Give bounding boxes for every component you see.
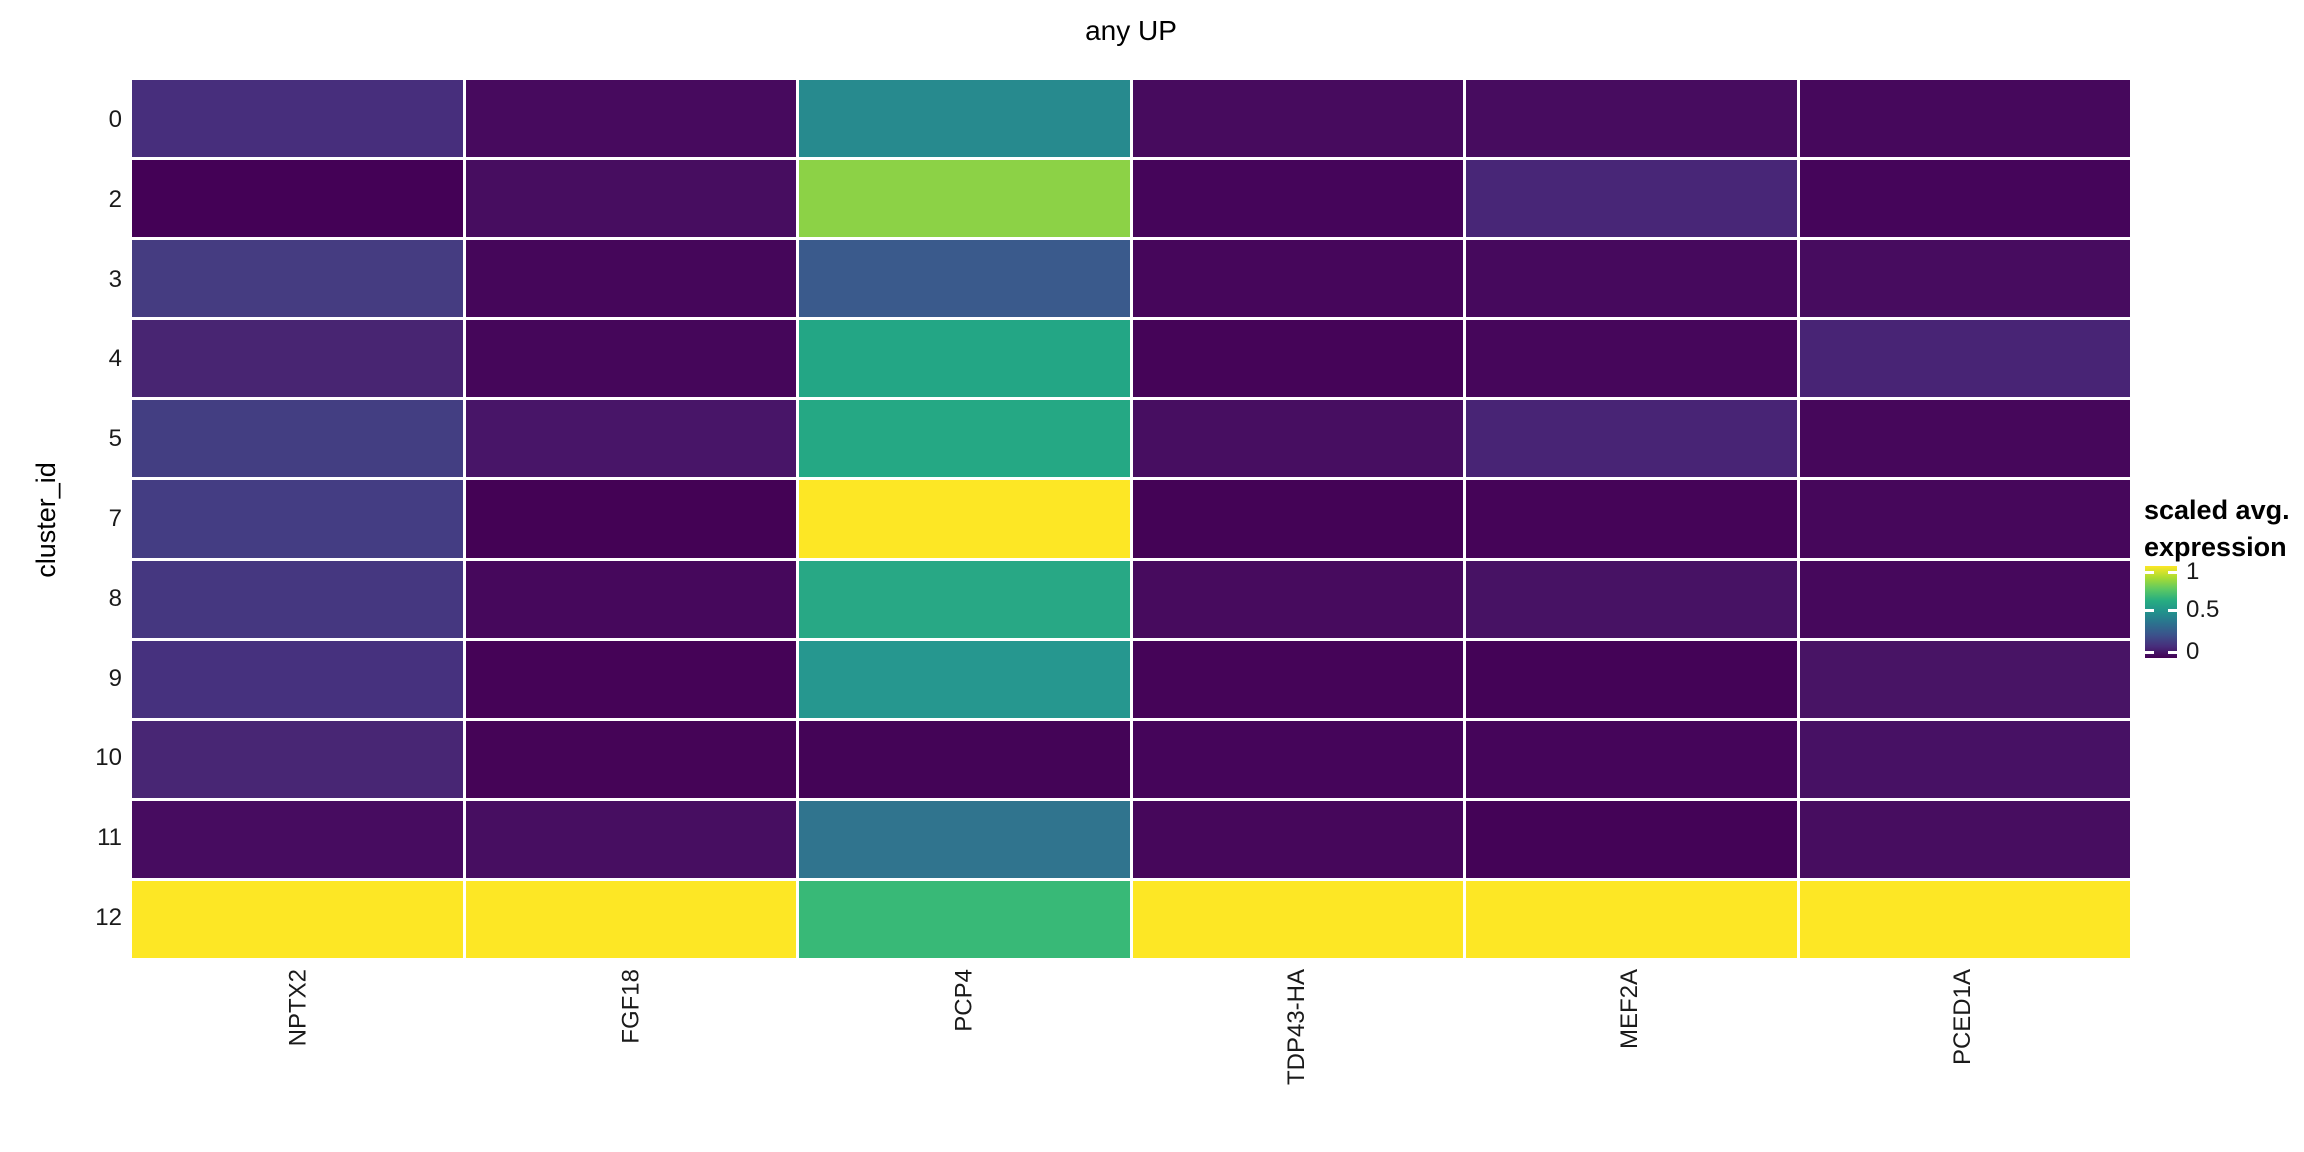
heatmap-cell-r3-PCED1A — [1799, 240, 2130, 318]
heatmap-cell-r5-MEF2A — [1466, 400, 1797, 478]
heatmap-cell-r4-FGF18 — [465, 320, 796, 398]
legend-colorbar — [2145, 566, 2177, 658]
heatmap-cell-r5-FGF18 — [465, 400, 796, 478]
heatmap-cell-r12-MEF2A — [1466, 880, 1797, 958]
heatmap-cell-r0-FGF18 — [465, 80, 796, 158]
heatmap-cell-r7-PCP4 — [799, 480, 1130, 558]
heatmap-cell-r4-MEF2A — [1466, 320, 1797, 398]
heatmap-cell-r9-FGF18 — [465, 640, 796, 718]
colorbar-tick-label-0.5: 0.5 — [2186, 596, 2220, 623]
y-tick-label-5: 5 — [108, 425, 122, 453]
heatmap-cell-r0-TDP43-HA — [1132, 80, 1463, 158]
heatmap-cell-r11-FGF18 — [465, 800, 796, 878]
heatmap-cell-r4-PCP4 — [799, 320, 1130, 398]
heatmap-cell-r0-PCP4 — [799, 80, 1130, 158]
heatmap-cell-r2-FGF18 — [465, 160, 796, 238]
y-tick-label-12: 12 — [95, 904, 122, 932]
heatmap-cell-r12-NPTX2 — [132, 880, 463, 958]
heatmap-cell-r10-FGF18 — [465, 720, 796, 798]
x-tick-label-TDP43-HA: TDP43-HA — [1283, 969, 1311, 1086]
heatmap-cell-r7-TDP43-HA — [1132, 480, 1463, 558]
heatmap-cell-r12-FGF18 — [465, 880, 796, 958]
heatmap-cell-r2-NPTX2 — [132, 160, 463, 238]
heatmap-cell-r10-NPTX2 — [132, 720, 463, 798]
heatmap-cell-r11-NPTX2 — [132, 800, 463, 878]
heatmap-cell-r2-PCP4 — [799, 160, 1130, 238]
heatmap-cell-r9-TDP43-HA — [1132, 640, 1463, 718]
y-tick-label-9: 9 — [108, 664, 122, 692]
heatmap-cell-r8-PCP4 — [799, 560, 1130, 638]
colorbar-tick-0-left — [2145, 651, 2154, 654]
heatmap-cell-r3-MEF2A — [1466, 240, 1797, 318]
plot-title: any UP — [1085, 15, 1177, 46]
colorbar-tick-1-left — [2145, 571, 2154, 574]
heatmap-cell-r0-PCED1A — [1799, 80, 2130, 158]
heatmap-cell-r2-TDP43-HA — [1132, 160, 1463, 238]
heatmap-cell-r11-PCED1A — [1799, 800, 2130, 878]
heatmap-cell-r11-PCP4 — [799, 800, 1130, 878]
y-tick-label-10: 10 — [95, 744, 122, 772]
heatmap-cell-r8-MEF2A — [1466, 560, 1797, 638]
heatmap-cell-r10-PCP4 — [799, 720, 1130, 798]
heatmap-cell-r11-MEF2A — [1466, 800, 1797, 878]
heatmap-cell-r7-FGF18 — [465, 480, 796, 558]
heatmap-cell-r2-PCED1A — [1799, 160, 2130, 238]
heatmap-cell-r0-NPTX2 — [132, 80, 463, 158]
x-tick-label-FGF18: FGF18 — [617, 969, 645, 1044]
heatmap-cell-r10-PCED1A — [1799, 720, 2130, 798]
colorbar-tick-label-1: 1 — [2186, 558, 2200, 585]
heatmap-cell-r9-NPTX2 — [132, 640, 463, 718]
heatmap-cell-r8-TDP43-HA — [1132, 560, 1463, 638]
heatmap-cell-r2-MEF2A — [1466, 160, 1797, 238]
y-tick-label-3: 3 — [108, 265, 122, 293]
heatmap-cell-r9-PCP4 — [799, 640, 1130, 718]
heatmap-cell-r5-TDP43-HA — [1132, 400, 1463, 478]
heatmap-cell-r12-PCED1A — [1799, 880, 2130, 958]
y-tick-label-11: 11 — [97, 824, 122, 852]
colorbar-tick-0.5-right — [2168, 609, 2177, 612]
x-tick-label-MEF2A: MEF2A — [1616, 969, 1644, 1050]
heatmap-cell-r4-PCED1A — [1799, 320, 2130, 398]
heatmap-cell-r5-PCED1A — [1799, 400, 2130, 478]
x-tick-label-NPTX2: NPTX2 — [284, 969, 312, 1047]
heatmap-cell-r8-FGF18 — [465, 560, 796, 638]
heatmap-cell-r7-PCED1A — [1799, 480, 2130, 558]
y-tick-label-2: 2 — [108, 185, 122, 213]
y-tick-label-7: 7 — [108, 505, 122, 532]
y-tick-label-4: 4 — [108, 345, 122, 373]
x-tick-label-PCED1A: PCED1A — [1949, 969, 1977, 1066]
colorbar-tick-0-right — [2168, 651, 2177, 654]
heatmap-cell-r10-MEF2A — [1466, 720, 1797, 798]
heatmap-cell-r9-MEF2A — [1466, 640, 1797, 718]
heatmap-cell-r5-PCP4 — [799, 400, 1130, 478]
heatmap-cell-r4-TDP43-HA — [1132, 320, 1463, 398]
heatmap-cell-r3-FGF18 — [465, 240, 796, 318]
heatmap-cell-r11-TDP43-HA — [1132, 800, 1463, 878]
heatmap-cell-r3-TDP43-HA — [1132, 240, 1463, 318]
heatmap-cell-r0-MEF2A — [1466, 80, 1797, 158]
heatmap-cell-r12-PCP4 — [799, 880, 1130, 958]
heatmap-cell-r3-PCP4 — [799, 240, 1130, 318]
legend-title-line-2: expression — [2144, 532, 2287, 562]
heatmap-cell-r7-MEF2A — [1466, 480, 1797, 558]
colorbar-tick-label-0: 0 — [2186, 638, 2200, 665]
heatmap-cell-r8-NPTX2 — [132, 560, 463, 638]
colorbar-tick-0.5-left — [2145, 609, 2154, 612]
x-tick-label-PCP4: PCP4 — [950, 969, 978, 1032]
heatmap-cell-r12-TDP43-HA — [1132, 880, 1463, 958]
y-tick-label-8: 8 — [108, 584, 122, 612]
heatmap-cell-r4-NPTX2 — [132, 320, 463, 398]
heatmap-cell-r7-NPTX2 — [132, 480, 463, 558]
heatmap-cell-r8-PCED1A — [1799, 560, 2130, 638]
heatmap-cell-r9-PCED1A — [1799, 640, 2130, 718]
heatmap-grid — [132, 80, 2130, 958]
heatmap-cell-r10-TDP43-HA — [1132, 720, 1463, 798]
y-tick-label-0: 0 — [108, 105, 122, 133]
heatmap-cell-r3-NPTX2 — [132, 240, 463, 318]
colorbar-tick-1-right — [2168, 571, 2177, 574]
heatmap-cell-r5-NPTX2 — [132, 400, 463, 478]
legend-title-line-1: scaled avg. — [2144, 495, 2290, 525]
